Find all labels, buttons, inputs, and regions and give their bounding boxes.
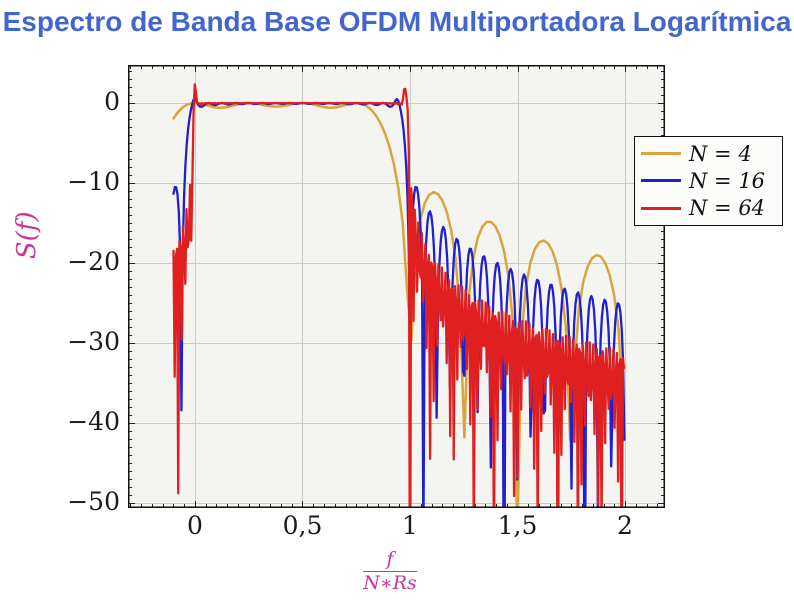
chart-title: Espectro de Banda Base OFDM Multiportado… (2, 6, 792, 37)
y-tick-label: −30 (67, 327, 120, 357)
legend-swatch-line (641, 179, 681, 183)
legend-item: N = 64 (641, 196, 776, 220)
legend-swatch-line (641, 152, 681, 156)
y-tick-label: −50 (67, 487, 120, 517)
x-tick-label: 0,5 (282, 511, 323, 540)
legend-swatch-line (641, 206, 681, 210)
legend-item: N = 4 (641, 142, 776, 166)
y-tick-label: −10 (67, 167, 120, 197)
x-axis-label-numerator: f (363, 549, 417, 572)
x-tick-label: 1 (402, 511, 418, 540)
plot-area: N = 4 N = 16 N = 64 (128, 65, 783, 508)
x-tick-label: 1,5 (497, 511, 538, 540)
plot-canvas (128, 65, 665, 508)
x-tick-label: 2 (617, 511, 633, 540)
legend-item-label: N = 4 (689, 141, 752, 166)
legend-item-label: N = 16 (689, 168, 766, 193)
x-axis-label-fraction: f N∗Rs (363, 549, 417, 594)
legend-item: N = 16 (641, 169, 776, 193)
y-tick-label: −40 (67, 407, 120, 437)
x-axis-label-denominator: N∗Rs (363, 571, 417, 594)
y-tick-label: 0 (104, 87, 120, 117)
y-tick-label: −20 (67, 247, 120, 277)
legend-item-label: N = 64 (689, 196, 766, 221)
x-tick-label: 0 (187, 511, 203, 540)
legend: N = 4 N = 16 N = 64 (634, 136, 783, 226)
